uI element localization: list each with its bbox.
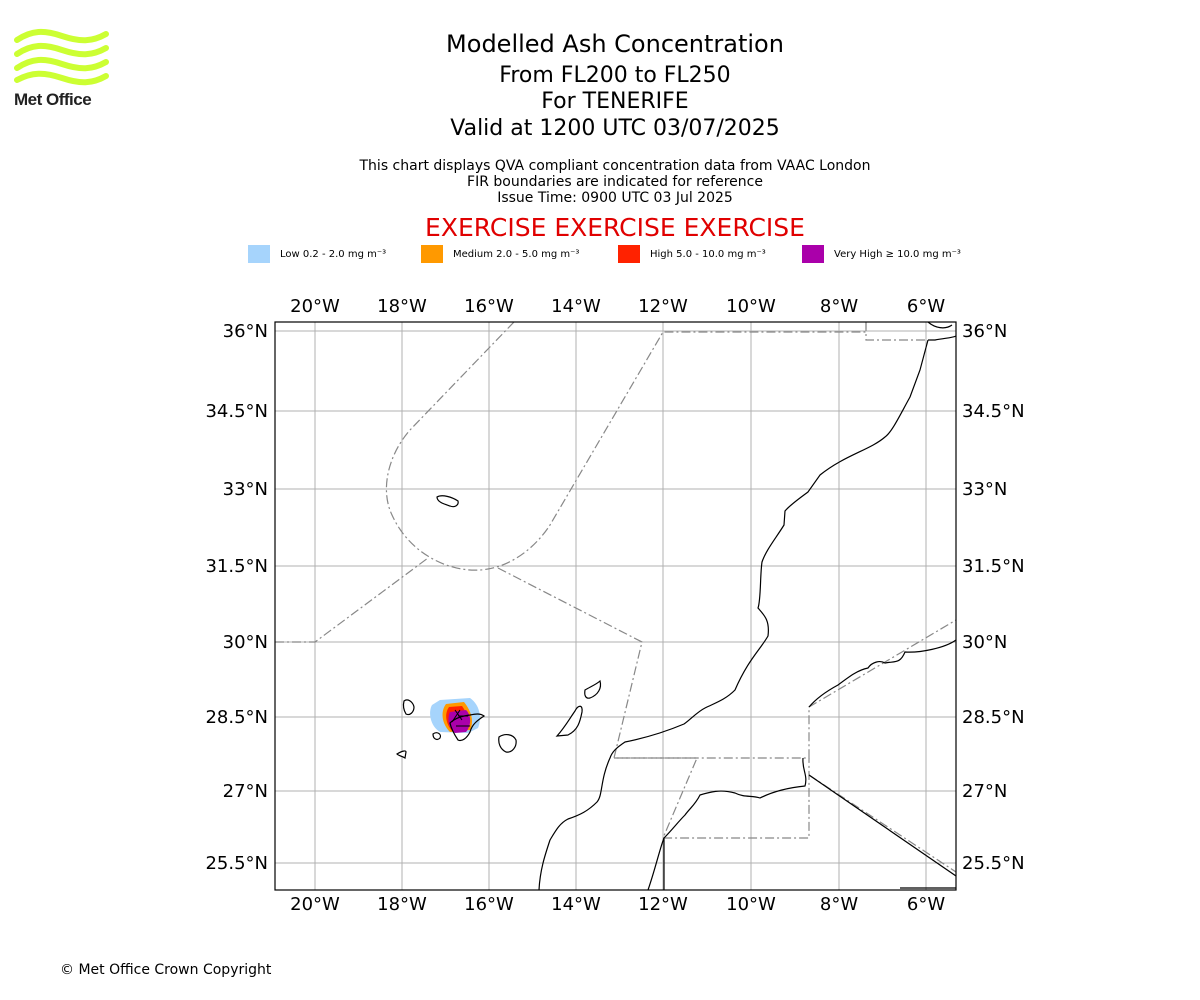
fir-boundaries	[275, 322, 956, 873]
island-fuerteventura	[555, 705, 583, 737]
lat-tick-label: 27°N	[223, 781, 268, 802]
lat-tick-label: 25.5°N	[205, 853, 268, 874]
lat-tick-label: 28.5°N	[205, 707, 268, 728]
island-la-palma	[402, 699, 415, 716]
legend-swatch-medium	[421, 245, 443, 263]
lon-tick-label: 8°W	[820, 296, 858, 317]
lon-tick-label: 10°W	[726, 296, 776, 317]
island-lanzarote	[584, 679, 602, 699]
lat-tick-label: 31.5°N	[962, 556, 1025, 577]
island-gran-canaria	[498, 734, 517, 753]
legend-item-medium: Medium 2.0 - 5.0 mg m⁻³	[421, 244, 579, 264]
lon-labels-top: 20°W 18°W 16°W 14°W 12°W 10°W 8°W 6°W	[290, 296, 945, 317]
copyright-notice: © Met Office Crown Copyright	[60, 962, 272, 978]
legend-label-medium: Medium 2.0 - 5.0 mg m⁻³	[453, 248, 580, 260]
lon-tick-label: 10°W	[726, 894, 776, 915]
island-tenerife	[449, 713, 486, 742]
lon-tick-label: 6°W	[907, 296, 945, 317]
issue-time: Issue Time: 0900 UTC 03 Jul 2025	[497, 190, 733, 206]
gridlines	[275, 322, 956, 890]
lon-tick-label: 8°W	[820, 894, 858, 915]
lon-tick-label: 12°W	[638, 894, 688, 915]
coastlines	[538, 322, 956, 890]
legend-item-high: High 5.0 - 10.0 mg m⁻³	[618, 244, 766, 264]
lat-tick-label: 28.5°N	[962, 707, 1025, 728]
met-office-logo: Met Office	[14, 28, 110, 112]
legend-swatch-low	[248, 245, 270, 263]
lat-tick-label: 36°N	[962, 321, 1007, 342]
lat-tick-label: 27°N	[962, 781, 1007, 802]
lat-tick-label: 33°N	[223, 479, 268, 500]
legend-swatch-very-high	[802, 245, 824, 263]
border-morocco	[808, 774, 956, 877]
exercise-banner: EXERCISE EXERCISE EXERCISE	[425, 213, 805, 242]
logo-text: Met Office	[14, 90, 92, 109]
legend-item-very-high: Very High ≥ 10.0 mg m⁻³	[802, 244, 961, 264]
note-fir: FIR boundaries are indicated for referen…	[467, 174, 763, 190]
legend-label-very-high: Very High ≥ 10.0 mg m⁻³	[834, 248, 961, 260]
lat-tick-label: 30°N	[223, 632, 268, 653]
met-office-waves-icon	[14, 28, 109, 86]
legend-swatch-high	[618, 245, 640, 263]
lon-tick-label: 14°W	[551, 894, 601, 915]
lat-tick-label: 36°N	[223, 321, 268, 342]
islands	[396, 495, 602, 760]
lat-tick-label: 30°N	[962, 632, 1007, 653]
map-area	[275, 322, 956, 890]
ash-plume	[430, 698, 486, 742]
lon-tick-label: 20°W	[290, 296, 340, 317]
lat-tick-label: 34.5°N	[205, 401, 268, 422]
africa-coastline	[538, 335, 956, 890]
lon-tick-label: 20°W	[290, 894, 340, 915]
lon-labels-bottom: 20°W 18°W 16°W 14°W 12°W 10°W 8°W 6°W	[290, 894, 945, 915]
lat-tick-label: 25.5°N	[962, 853, 1025, 874]
lat-tick-label: 33°N	[962, 479, 1007, 500]
legend-item-low: Low 0.2 - 2.0 mg m⁻³	[248, 244, 386, 264]
island-el-hierro	[396, 750, 407, 760]
ash-hatching	[451, 709, 470, 727]
lat-tick-label: 34.5°N	[962, 401, 1025, 422]
lon-tick-label: 6°W	[907, 894, 945, 915]
lat-tick-label: 31.5°N	[205, 556, 268, 577]
lon-tick-label: 18°W	[377, 894, 427, 915]
island-madeira	[436, 495, 459, 508]
note-qva: This chart displays QVA compliant concen…	[359, 158, 871, 174]
border-mauritania	[663, 838, 956, 890]
valid-time: Valid at 1200 UTC 03/07/2025	[450, 116, 780, 141]
lon-tick-label: 18°W	[377, 296, 427, 317]
lon-tick-label: 16°W	[464, 894, 514, 915]
lon-tick-label: 14°W	[551, 296, 601, 317]
volcano-name: For TENERIFE	[541, 89, 689, 114]
legend-label-high: High 5.0 - 10.0 mg m⁻³	[650, 248, 766, 260]
lat-labels-right: 36°N 34.5°N 33°N 31.5°N 30°N 28.5°N 27°N…	[962, 321, 1025, 874]
lat-labels-left: 36°N 34.5°N 33°N 31.5°N 30°N 28.5°N 27°N…	[205, 321, 268, 874]
flight-level-range: From FL200 to FL250	[499, 63, 731, 88]
legend-label-low: Low 0.2 - 2.0 mg m⁻³	[280, 248, 387, 260]
morocco-atlantic-coast	[808, 639, 956, 708]
lon-tick-label: 16°W	[464, 296, 514, 317]
lon-tick-label: 12°W	[638, 296, 688, 317]
island-la-gomera	[432, 732, 442, 740]
chart-title: Modelled Ash Concentration	[446, 30, 784, 58]
iberia-coast	[927, 322, 953, 329]
africa-coastline-south	[647, 757, 807, 890]
map-frame	[274, 321, 957, 891]
